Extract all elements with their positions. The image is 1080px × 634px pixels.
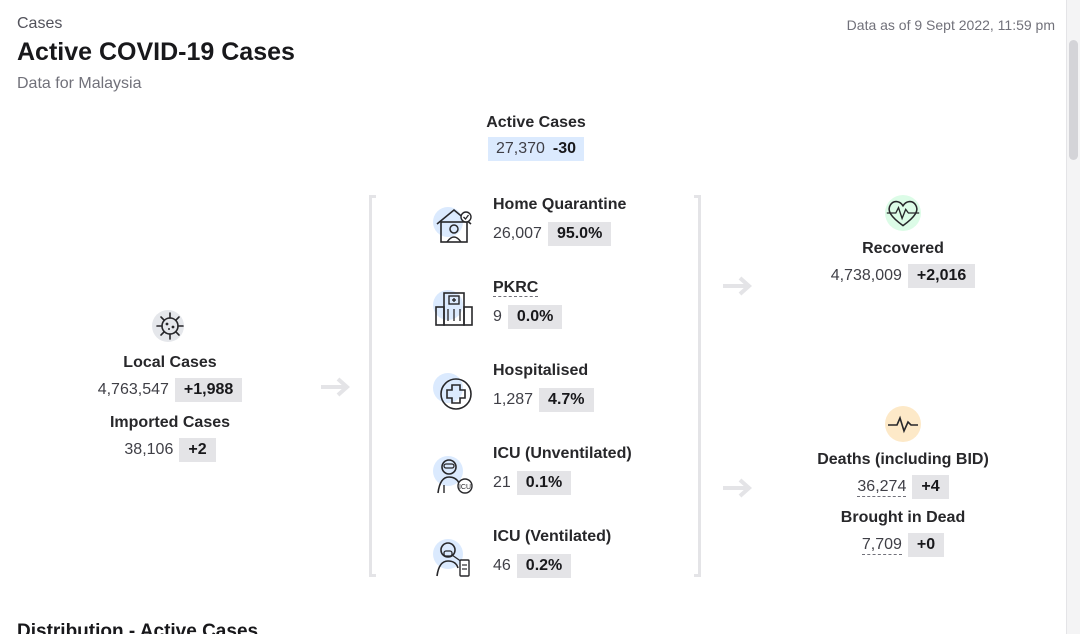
icu-unventilated-pct: 0.1% (516, 471, 572, 495)
bid-value-row: 7,709 +0 (808, 533, 998, 557)
section-eyebrow: Cases (17, 15, 63, 32)
virus-icon (150, 306, 190, 346)
deaths-label: Deaths (including BID) (817, 451, 989, 468)
imported-cases-label: Imported Cases (109, 414, 231, 431)
page-title: Active COVID-19 Cases (17, 38, 295, 66)
pkrc-pct: 0.0% (507, 305, 563, 329)
scrollbar-thumb[interactable] (1069, 40, 1078, 160)
category-pkrc: PKRC 9 0.0% (432, 279, 692, 339)
hospital-cross-icon (432, 368, 476, 412)
svg-text:ICU: ICU (459, 484, 471, 491)
recovered-panel: Recovered 4,738,009 +2,016 (808, 195, 998, 288)
category-home-quarantine: Home Quarantine 26,007 95.0% (432, 196, 692, 256)
page-subtitle: Data for Malaysia (17, 75, 142, 92)
hospitalised-pct: 4.7% (539, 388, 594, 412)
bracket-right (694, 195, 701, 577)
icu-patient-icon: ICU (432, 451, 476, 495)
active-cases-label: Active Cases (486, 114, 586, 131)
pkrc-label-wrap: PKRC (493, 279, 562, 297)
icu-ventilated-pct: 0.2% (516, 554, 572, 578)
hospitalised-label: Hospitalised (493, 362, 589, 379)
arrow-right-icon (321, 377, 350, 397)
bid-change: +0 (907, 533, 945, 557)
pkrc-label[interactable]: PKRC (493, 279, 539, 297)
icu-unventilated-label: ICU (Unventilated) (493, 445, 632, 462)
arrow-right-icon (723, 276, 752, 296)
imported-cases-value: 38,106 (124, 441, 174, 458)
category-icu-ventilated: ICU (Ventilated) 46 0.2% (432, 528, 692, 588)
home-quarantine-label: Home Quarantine (493, 196, 627, 213)
bid-value[interactable]: 7,709 (861, 535, 902, 555)
heart-pulse-icon (885, 195, 921, 231)
local-cases-change: +1,988 (174, 378, 243, 402)
deaths-panel: Deaths (including BID) 36,274 +4 Brought… (808, 406, 998, 557)
ventilator-icon (432, 534, 476, 578)
active-cases-pill: 27,370 -30 (487, 137, 585, 161)
inflow-panel: Local Cases 4,763,547 +1,988 Imported Ca… (88, 306, 252, 462)
icu-ventilated-value-row: 46 0.2% (493, 554, 611, 578)
pkrc-value-row: 9 0.0% (493, 305, 563, 329)
active-cases-change: -30 (552, 140, 577, 157)
active-cases-value: 27,370 (495, 140, 545, 157)
bracket-left (369, 195, 376, 577)
deaths-change: +4 (912, 475, 949, 499)
arrow-right-icon (723, 478, 752, 498)
local-cases-value-row: 4,763,547 +1,988 (88, 378, 252, 402)
deaths-value[interactable]: 36,274 (857, 477, 907, 497)
home-quarantine-value-row: 26,007 95.0% (493, 222, 626, 246)
hospitalised-value-row: 1,287 4.7% (493, 388, 594, 412)
deaths-value-row: 36,274 +4 (808, 475, 998, 499)
home-quarantine-pct: 95.0% (547, 222, 612, 246)
local-cases-label: Local Cases (123, 354, 217, 371)
pkrc-value: 9 (493, 308, 502, 325)
hospitalised-value: 1,287 (493, 391, 534, 408)
recovered-value: 4,738,009 (830, 267, 902, 284)
recovered-label: Recovered (862, 240, 944, 257)
active-cases-value-row: 27,370 -30 (458, 137, 614, 161)
icu-ventilated-value: 46 (493, 557, 511, 574)
home-quarantine-icon (432, 202, 476, 246)
scrollbar-track[interactable] (1066, 0, 1080, 634)
local-cases-value: 4,763,547 (97, 381, 169, 398)
recovered-change: +2,016 (907, 264, 976, 288)
home-quarantine-value: 26,007 (493, 225, 542, 242)
active-cases-summary: Active Cases 27,370 -30 (458, 114, 614, 161)
icu-unventilated-value-row: 21 0.1% (493, 471, 632, 495)
imported-cases-change: +2 (179, 438, 216, 462)
icu-ventilated-label: ICU (Ventilated) (493, 528, 612, 545)
distribution-section-title: Distribution - Active Cases (17, 621, 259, 634)
data-timestamp: Data as of 9 Sept 2022, 11:59 pm (846, 17, 1055, 33)
pulse-line-icon (885, 406, 921, 442)
icu-unventilated-value: 21 (493, 474, 511, 491)
imported-cases-value-row: 38,106 +2 (88, 438, 252, 462)
category-hospitalised: Hospitalised 1,287 4.7% (432, 362, 692, 422)
recovered-value-row: 4,738,009 +2,016 (808, 264, 998, 288)
bid-label: Brought in Dead (840, 509, 966, 526)
category-icu-unventilated: ICU ICU (Unventilated) 21 0.1% (432, 445, 692, 505)
building-icon (432, 285, 476, 329)
